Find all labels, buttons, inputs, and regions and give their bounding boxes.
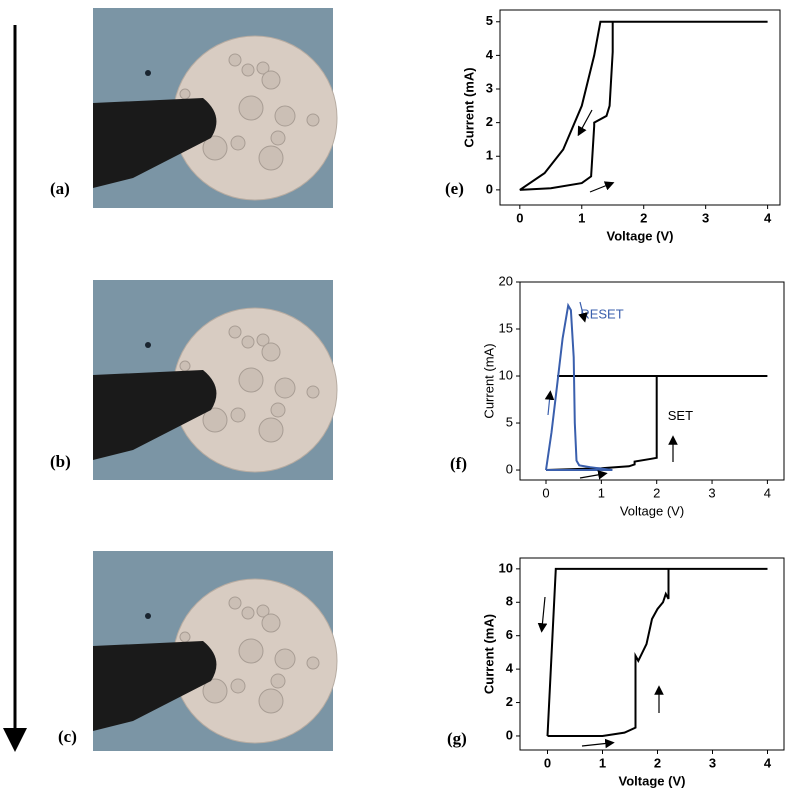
- direction-arrow: [577, 109, 593, 137]
- photo: [92, 550, 338, 752]
- panel-label: (a): [50, 179, 70, 198]
- y-tick-label: 3: [486, 80, 493, 95]
- direction-arrow: [589, 181, 615, 193]
- direction-arrow: [581, 738, 615, 749]
- y-axis-label: Current (mA): [481, 343, 496, 418]
- photo: [92, 279, 338, 481]
- x-tick-label: 4: [764, 485, 771, 500]
- direction-arrow: [537, 596, 548, 633]
- y-tick-label: 4: [486, 47, 494, 62]
- y-tick-label: 1: [486, 148, 493, 163]
- y-tick-label: 10: [499, 560, 513, 575]
- x-tick-label: 2: [653, 485, 660, 500]
- y-axis-label: Current (mA): [461, 67, 476, 147]
- photo: [92, 7, 338, 209]
- direction-arrow: [578, 301, 588, 323]
- y-tick-label: 15: [499, 320, 513, 335]
- data-line: [546, 567, 768, 737]
- x-tick-label: 0: [516, 210, 523, 225]
- x-tick-label: 3: [709, 755, 716, 770]
- data-line: [545, 302, 613, 471]
- y-tick-label: 6: [506, 627, 513, 642]
- y-tick-label: 10: [499, 367, 513, 382]
- y-axis-label: Current (mA): [481, 614, 496, 694]
- annotation: SET: [668, 408, 693, 423]
- x-axis-label: Voltage (V): [620, 503, 684, 518]
- x-axis-label: Voltage (V): [619, 773, 686, 788]
- y-tick-label: 20: [499, 273, 513, 288]
- x-tick-label: 2: [640, 210, 647, 225]
- y-tick-label: 2: [506, 694, 513, 709]
- x-tick-label: 1: [598, 485, 605, 500]
- y-tick-label: 0: [506, 727, 513, 742]
- panel-label: (f): [450, 454, 467, 473]
- x-tick-label: 4: [764, 210, 772, 225]
- y-tick-label: 2: [486, 114, 493, 129]
- y-tick-label: 4: [506, 661, 514, 676]
- panel-label: (c): [58, 727, 77, 746]
- y-tick-label: 8: [506, 594, 513, 609]
- data-line: [545, 375, 768, 471]
- y-tick-label: 0: [486, 181, 493, 196]
- x-tick-label: 3: [708, 485, 715, 500]
- plot-frame: [499, 9, 781, 206]
- direction-arrow: [579, 470, 608, 480]
- direction-arrow: [544, 390, 555, 416]
- plot-frame: [519, 281, 785, 481]
- x-tick-label: 3: [702, 210, 709, 225]
- y-tick-label: 5: [506, 414, 513, 429]
- panel-label: (g): [447, 729, 467, 748]
- x-axis-label: Voltage (V): [607, 228, 674, 243]
- plot-frame: [519, 557, 785, 751]
- data-line: [519, 20, 768, 191]
- panel-label: (b): [50, 452, 71, 471]
- x-tick-label: 0: [544, 755, 551, 770]
- x-tick-label: 1: [578, 210, 585, 225]
- x-tick-label: 2: [654, 755, 661, 770]
- panel-label: (e): [445, 179, 464, 198]
- x-tick-label: 4: [764, 755, 772, 770]
- y-tick-label: 0: [506, 461, 513, 476]
- y-tick-label: 5: [486, 13, 493, 28]
- x-tick-label: 0: [542, 485, 549, 500]
- annotation: RESET: [580, 306, 623, 321]
- x-tick-label: 1: [599, 755, 606, 770]
